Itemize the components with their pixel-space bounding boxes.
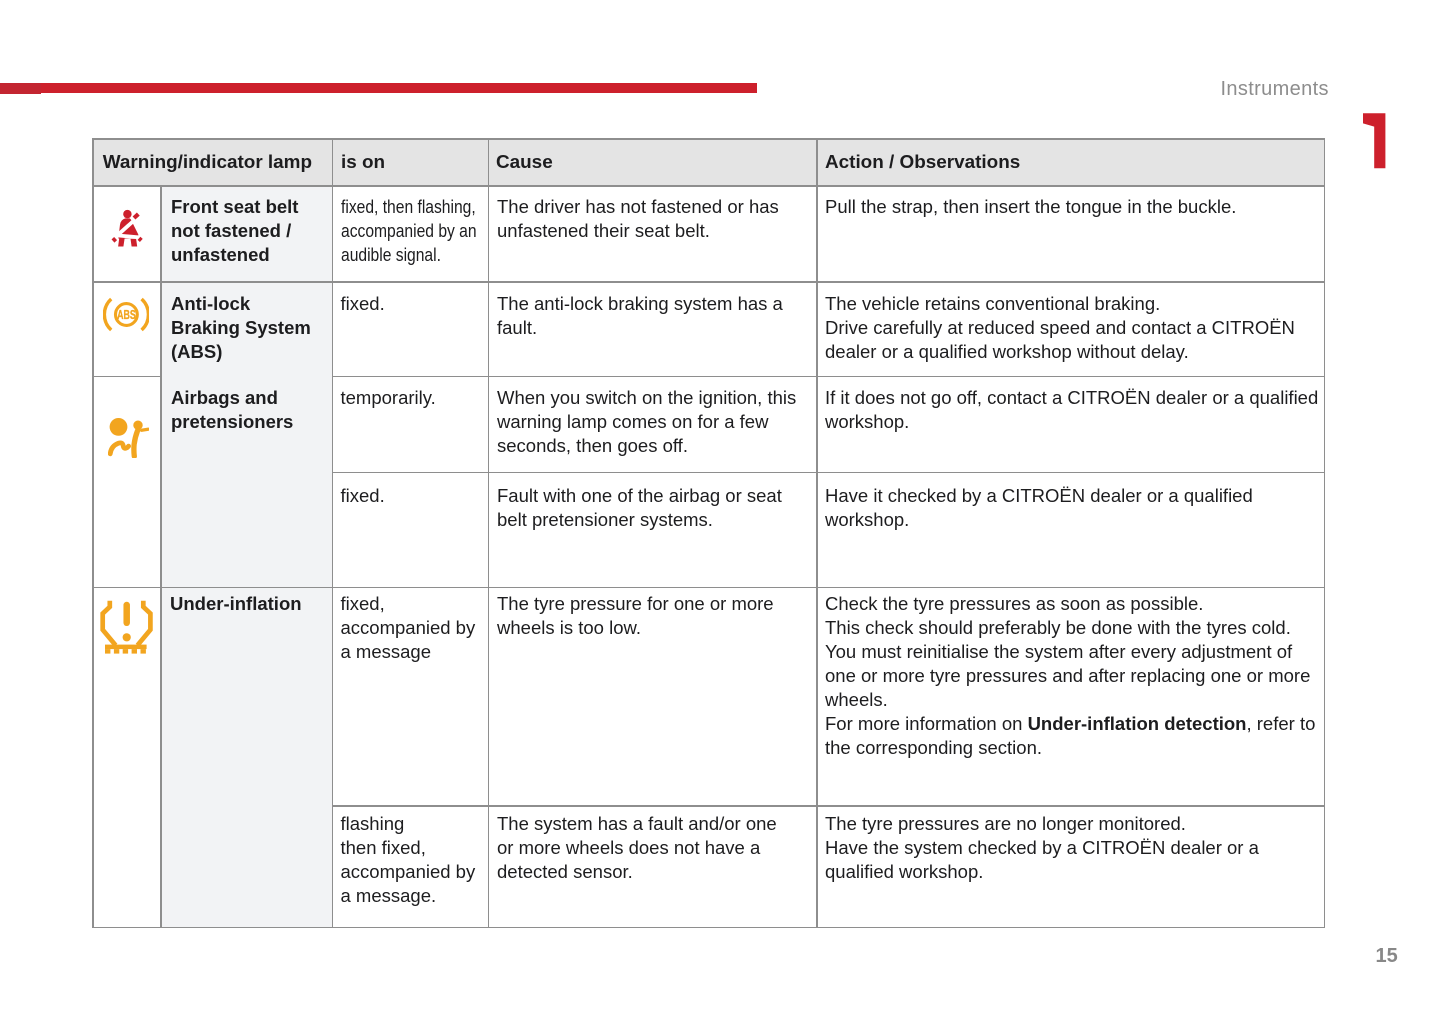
svg-text:ABS: ABS bbox=[117, 309, 136, 323]
